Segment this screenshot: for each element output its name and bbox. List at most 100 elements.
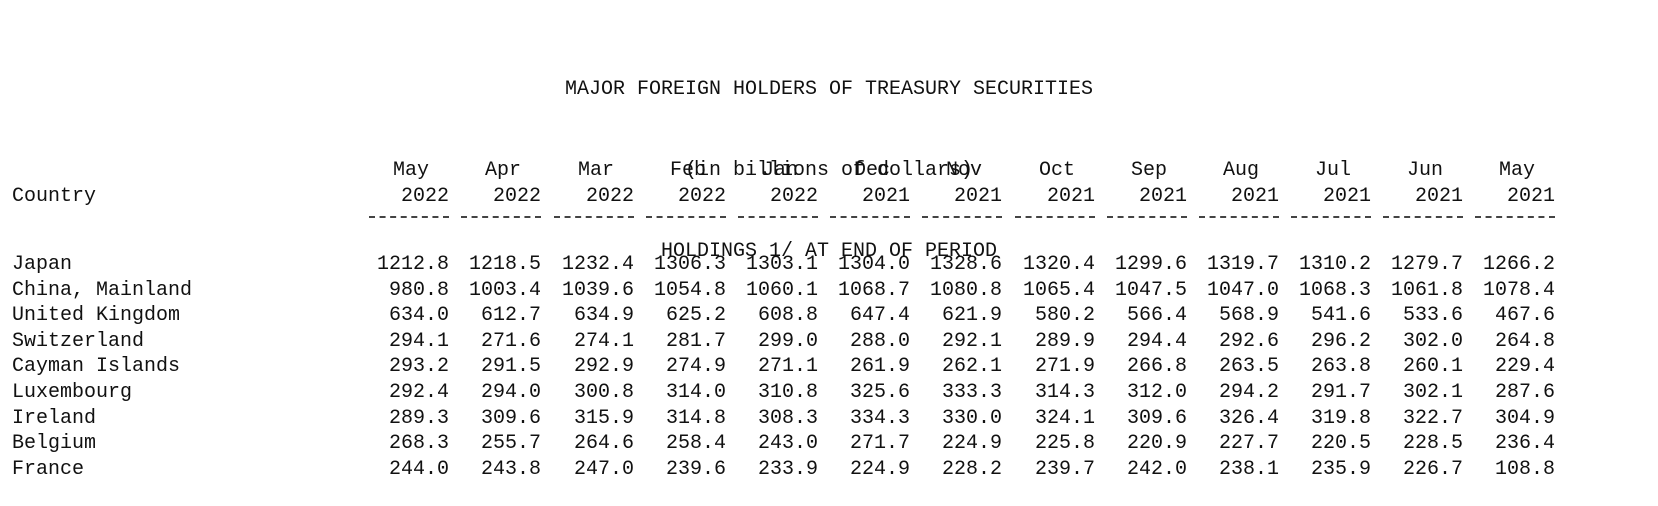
table-cell: 220.9 xyxy=(1126,432,1187,456)
table-cell: 244.0 xyxy=(388,457,449,481)
table-cell: 1328.6 xyxy=(929,253,1002,276)
table-cell: 980.8 xyxy=(388,278,449,302)
table-cell: 319.8 xyxy=(1310,406,1371,430)
table-cell: 310.8 xyxy=(757,380,818,404)
table-cell: 1068.7 xyxy=(837,278,910,302)
table-cell: 314.3 xyxy=(1034,380,1095,404)
table-cell: 264.6 xyxy=(573,432,634,456)
table-cell: 1320.4 xyxy=(1022,253,1095,276)
country-name: Ireland xyxy=(12,406,97,430)
table-cell: 634.9 xyxy=(573,304,634,328)
table-cell: 1065.4 xyxy=(1022,278,1095,302)
column-header-month: Sep xyxy=(1130,159,1167,182)
column-header: Apr 2022 xyxy=(451,158,541,218)
table-row: Japan 1212.8 1218.5 1232.4 1306.3 1303.1 1304.… xyxy=(0,252,1658,278)
table-cell: 1266.2 xyxy=(1482,253,1555,276)
table-cell: 566.4 xyxy=(1126,304,1187,328)
table-cell: 263.8 xyxy=(1310,355,1371,379)
table-cell: 467.6 xyxy=(1494,304,1555,328)
table-cell: 580.2 xyxy=(1034,304,1095,328)
table-cell: 268.3 xyxy=(388,432,449,456)
table-cell: 634.0 xyxy=(388,304,449,328)
table-cell: 260.1 xyxy=(1402,355,1463,379)
column-header-year: 2021 xyxy=(1046,185,1095,208)
column-header: Nov 2021 xyxy=(912,158,1002,218)
column-underline xyxy=(738,216,818,218)
column-header-year: 2022 xyxy=(677,185,726,208)
table-cell: 302.0 xyxy=(1402,329,1463,353)
table-row: China, Mainland 980.8 1003.4 1039.6 1054.8 10… xyxy=(0,278,1658,304)
table-cell: 1061.8 xyxy=(1390,278,1463,302)
column-header: Jul 2021 xyxy=(1281,158,1371,218)
table-cell: 261.9 xyxy=(849,355,910,379)
table-cell: 1060.1 xyxy=(745,278,818,302)
table-cell: 314.8 xyxy=(665,406,726,430)
table-cell: 247.0 xyxy=(573,457,634,481)
table-cell: 228.5 xyxy=(1402,432,1463,456)
table-row: Ireland 289.3 309.6 315.9 314.8 308.3 334.3 330… xyxy=(0,406,1658,432)
table-cell: 302.1 xyxy=(1402,380,1463,404)
table-cell: 326.4 xyxy=(1218,406,1279,430)
table-cell: 233.9 xyxy=(757,457,818,481)
table-cell: 1054.8 xyxy=(653,278,726,302)
table-cell: 1080.8 xyxy=(929,278,1002,302)
table-cell: 296.2 xyxy=(1310,329,1371,353)
country-name: China, Mainland xyxy=(12,278,193,302)
table-cell: 292.6 xyxy=(1218,329,1279,353)
column-header-year: 2021 xyxy=(1230,185,1279,208)
table-cell: 1299.6 xyxy=(1114,253,1187,276)
table-cell: 243.0 xyxy=(757,432,818,456)
country-name: Switzerland xyxy=(12,329,145,353)
table-cell: 312.0 xyxy=(1126,380,1187,404)
table-cell: 1310.2 xyxy=(1298,253,1371,276)
table-cell: 242.0 xyxy=(1126,457,1187,481)
title-line-3: HOLDINGS 1/ AT END OF PERIOD xyxy=(660,240,998,263)
column-header-year: 2021 xyxy=(861,185,910,208)
table-cell: 314.0 xyxy=(665,380,726,404)
table-row: France 244.0 243.8 247.0 239.6 233.9 224.9 228.… xyxy=(0,457,1658,483)
table-cell: 288.0 xyxy=(849,329,910,353)
table-cell: 325.6 xyxy=(849,380,910,404)
column-header-month: Apr xyxy=(484,159,521,182)
column-header: Jan 2022 xyxy=(728,158,818,218)
report-title: MAJOR FOREIGN HOLDERS OF TREASURY SECURI… xyxy=(0,22,1658,292)
table-cell: 226.7 xyxy=(1402,457,1463,481)
table-row: United Kingdom 634.0 612.7 634.9 625.2 608.8 6… xyxy=(0,303,1658,329)
column-underline xyxy=(369,216,449,218)
column-header-month: Feb xyxy=(669,159,706,182)
table-cell: 608.8 xyxy=(757,304,818,328)
table-cell: 1232.4 xyxy=(561,253,634,276)
table-cell: 293.2 xyxy=(388,355,449,379)
table-cell: 255.7 xyxy=(480,432,541,456)
column-header-year: 2022 xyxy=(492,185,541,208)
column-header-year: 2021 xyxy=(1138,185,1187,208)
column-underline xyxy=(1015,216,1095,218)
column-underline xyxy=(1199,216,1279,218)
table-cell: 227.7 xyxy=(1218,432,1279,456)
column-header: Mar 2022 xyxy=(544,158,634,218)
column-header-year: 2021 xyxy=(1414,185,1463,208)
table-cell: 612.7 xyxy=(480,304,541,328)
column-underline xyxy=(1107,216,1187,218)
column-header-month: Dec xyxy=(853,159,890,182)
table-cell: 220.5 xyxy=(1310,432,1371,456)
column-underline xyxy=(922,216,1002,218)
table-cell: 309.6 xyxy=(1126,406,1187,430)
column-header-month: May xyxy=(1498,159,1535,182)
table-cell: 292.9 xyxy=(573,355,634,379)
column-underline xyxy=(830,216,910,218)
table-cell: 1218.5 xyxy=(468,253,541,276)
table-cell: 324.1 xyxy=(1034,406,1095,430)
table-cell: 266.8 xyxy=(1126,355,1187,379)
column-header: Feb 2022 xyxy=(636,158,726,218)
table-cell: 224.9 xyxy=(849,457,910,481)
table-cell: 289.9 xyxy=(1034,329,1095,353)
column-underline xyxy=(646,216,726,218)
table-cell: 541.6 xyxy=(1310,304,1371,328)
column-header: Sep 2021 xyxy=(1097,158,1187,218)
table-cell: 1047.0 xyxy=(1206,278,1279,302)
column-header: Aug 2021 xyxy=(1189,158,1279,218)
table-cell: 291.7 xyxy=(1310,380,1371,404)
table-cell: 1039.6 xyxy=(561,278,634,302)
table-cell: 621.9 xyxy=(941,304,1002,328)
